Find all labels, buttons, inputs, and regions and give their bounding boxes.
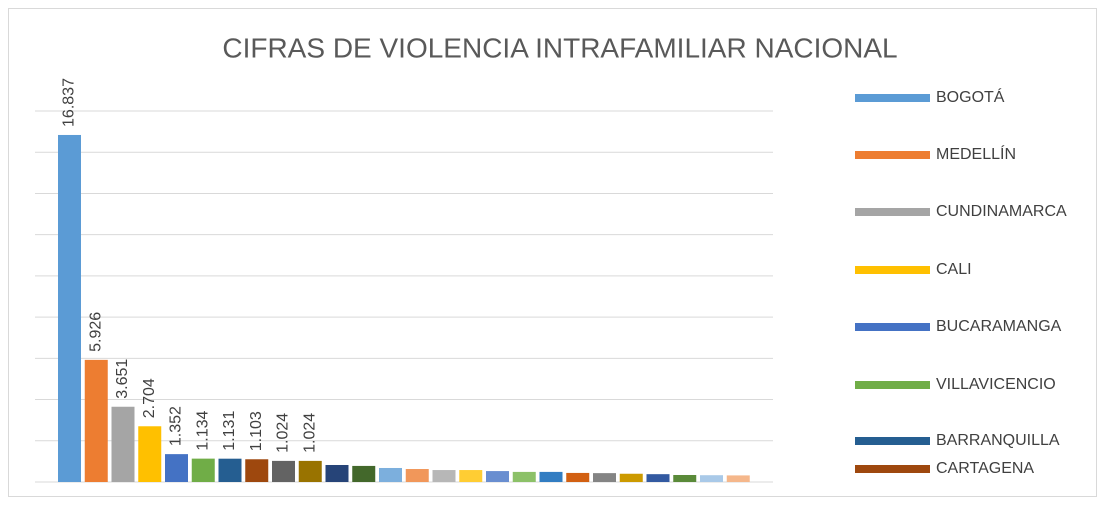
bar bbox=[512, 471, 536, 482]
bar bbox=[245, 459, 269, 482]
bar bbox=[325, 464, 349, 482]
legend-swatch bbox=[855, 437, 930, 445]
legend-label: BARRANQUILLA bbox=[936, 432, 1060, 449]
bar bbox=[165, 454, 188, 482]
bar bbox=[84, 359, 108, 482]
legend-swatch bbox=[855, 151, 930, 159]
data-label: 1.131 bbox=[221, 411, 238, 451]
data-label: 2.704 bbox=[141, 378, 158, 418]
bar bbox=[673, 474, 697, 482]
data-label: 1.024 bbox=[275, 413, 292, 453]
data-label: 16.837 bbox=[61, 78, 78, 127]
bar bbox=[646, 474, 670, 482]
bar bbox=[272, 460, 295, 482]
data-label: 1.352 bbox=[168, 406, 185, 446]
bar bbox=[58, 134, 81, 483]
legend-label: CALI bbox=[936, 261, 972, 278]
bar bbox=[298, 460, 322, 482]
legend-swatch bbox=[855, 266, 930, 274]
bar bbox=[111, 406, 135, 482]
bar bbox=[486, 471, 509, 482]
data-label: 5.926 bbox=[87, 312, 104, 352]
legend-label: CUNDINAMARCA bbox=[936, 203, 1067, 220]
legend-label: MEDELLÍN bbox=[936, 144, 1016, 163]
legend-swatch bbox=[855, 208, 930, 216]
bar bbox=[459, 470, 483, 482]
chart-border bbox=[8, 8, 1097, 497]
legend-label: VILLAVICENCIO bbox=[936, 376, 1056, 393]
bar bbox=[405, 469, 429, 482]
bar bbox=[379, 467, 402, 482]
legend-label: BOGOTÁ bbox=[936, 87, 1005, 106]
bar bbox=[619, 473, 643, 482]
bar bbox=[700, 475, 723, 482]
bar bbox=[566, 472, 590, 482]
bar bbox=[726, 475, 750, 482]
bar bbox=[539, 471, 563, 482]
data-label: 3.651 bbox=[114, 359, 131, 399]
data-label: 1.024 bbox=[301, 413, 318, 453]
legend-swatch bbox=[855, 465, 930, 473]
legend-swatch bbox=[855, 381, 930, 389]
bar bbox=[218, 458, 242, 482]
data-label: 1.134 bbox=[194, 410, 211, 450]
bar bbox=[191, 458, 215, 482]
bar bbox=[138, 426, 162, 482]
bar bbox=[352, 465, 376, 482]
legend-swatch bbox=[855, 323, 930, 331]
legend-swatch bbox=[855, 94, 930, 102]
bar bbox=[432, 470, 456, 482]
chart-title: CIFRAS DE VIOLENCIA INTRAFAMILIAR NACION… bbox=[222, 32, 897, 63]
bar bbox=[593, 473, 616, 482]
legend-label: CARTAGENA bbox=[936, 460, 1034, 477]
legend-label: BUCARAMANGA bbox=[936, 318, 1062, 335]
data-label: 1.103 bbox=[248, 411, 265, 451]
